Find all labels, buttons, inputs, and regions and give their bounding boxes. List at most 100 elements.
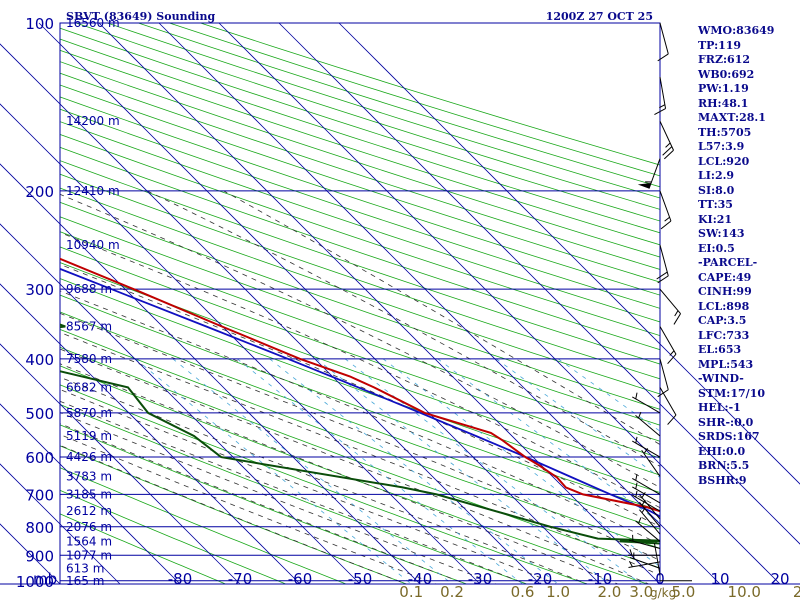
temperature-tick-label: -20 [528,570,553,588]
mixing-ratio-label: 1.0 [546,583,570,600]
height-label: 4426 m [66,450,112,464]
mixing-ratio-line [236,358,524,584]
stat-line: TT:35 [698,198,733,211]
barb-half-flag [635,436,638,444]
stat-line: MPL:543 [698,357,754,371]
stat-line: SW:143 [698,227,745,240]
mixing-ratio-line [269,358,559,584]
dry-adiabat [60,262,660,476]
temperature-tick-label: -70 [228,570,253,588]
height-label: 9688 m [66,282,112,296]
barb-flag [654,108,666,116]
dry-adiabat [60,424,468,584]
barb-half-flag [635,392,638,399]
stat-line: LCL:920 [698,154,750,168]
isotherm-gridline [98,22,661,585]
dry-adiabat [60,121,660,323]
moist-adiabat [60,263,660,528]
wind-barb [637,158,661,189]
stat-line: SI:8.0 [698,183,735,197]
mixing-ratio-label: 0.6 [511,583,535,600]
barb-staff [639,494,661,520]
stat-line: LFC:733 [698,328,750,342]
height-label: 16560 m [66,16,120,30]
barb-flag [657,53,669,62]
moist-adiabat [60,348,650,584]
barb-half-flag [635,482,638,490]
temperature-trace [60,257,660,513]
stat-line: SRDS:167 [698,430,760,443]
moist-adiabat [60,444,408,584]
height-label: 5870 m [66,406,112,420]
wind-barb [632,436,661,458]
mixing-ratio-line [135,358,412,584]
mixing-ratio-label: 10.0 [728,583,761,600]
dry-adiabat [60,96,660,296]
barb-half-flag [674,310,679,317]
dry-adiabat [60,108,660,309]
barb-staff [635,415,661,437]
barb-staff [635,520,661,542]
height-label: 14200 m [66,114,120,128]
barb-staff [659,387,677,416]
stat-line: STM:17/10 [698,386,765,400]
height-label: 165 m [66,574,104,588]
barb-half-flag [665,142,671,148]
barb-staff [653,543,661,575]
moist-adiabat [60,331,660,576]
dry-adiabat [60,328,660,549]
wind-barb [628,560,661,568]
pressure-tick-label: 200 [25,183,54,201]
stat-line: CINH:99 [698,285,752,298]
moist-adiabat [223,190,660,446]
dry-adiabat [60,467,348,584]
wind-barb [656,244,669,284]
dry-adiabat [60,187,660,395]
barb-staff [659,190,672,222]
pressure-unit-label: mb [33,570,57,588]
barb-staff [641,449,661,477]
stat-line: KI:21 [698,212,733,226]
sounding-time: 1200Z 27 OCT 25 [546,10,653,23]
wind-barb [632,490,661,512]
dry-adiabat [60,384,589,584]
stat-line: CAPE:49 [698,270,752,284]
isotherm-gridline [158,22,721,585]
mixing-ratio-label: 0.1 [399,583,423,600]
barb-staff [659,244,669,277]
stat-line: EL:653 [698,343,742,356]
dry-adiabat [60,61,660,258]
mixing-ratio-line [557,358,660,432]
dry-adiabat [60,231,660,442]
pressure-tick-label: 900 [25,547,54,565]
temperature-tick-label: -30 [468,570,493,588]
dry-adiabat [60,294,660,512]
mixing-ratio-label: 3.0 [629,583,653,600]
barb-half-flag [628,560,633,568]
pressure-tick-label: 500 [25,405,54,423]
wind-barb [653,543,661,575]
wind-barb [657,358,669,398]
height-label: 8567 m [66,319,112,333]
barb-half-flag [638,411,642,419]
mixing-ratio-line [344,358,643,584]
barb-staff [632,440,661,458]
stat-line: RH:48.1 [698,96,749,110]
pressure-tick-label: 600 [25,449,54,467]
temperature-tick-label: -50 [348,570,373,588]
stat-line: EI:0.5 [698,241,735,255]
wind-barb [632,474,661,495]
isotherm-gridline [0,343,241,585]
dry-adiabat [60,404,528,584]
wind-barb [659,190,672,230]
barb-flag [667,414,677,425]
mixing-ratio-label: 5.0 [671,583,695,600]
stat-line: MAXT:28.1 [698,111,766,124]
moist-adiabat [60,232,660,509]
stat-line: LCL:898 [698,299,750,313]
barb-flag [656,271,668,280]
barb-staff [659,288,681,314]
barb-flag [657,389,669,398]
isotherm-gridline [338,22,800,485]
